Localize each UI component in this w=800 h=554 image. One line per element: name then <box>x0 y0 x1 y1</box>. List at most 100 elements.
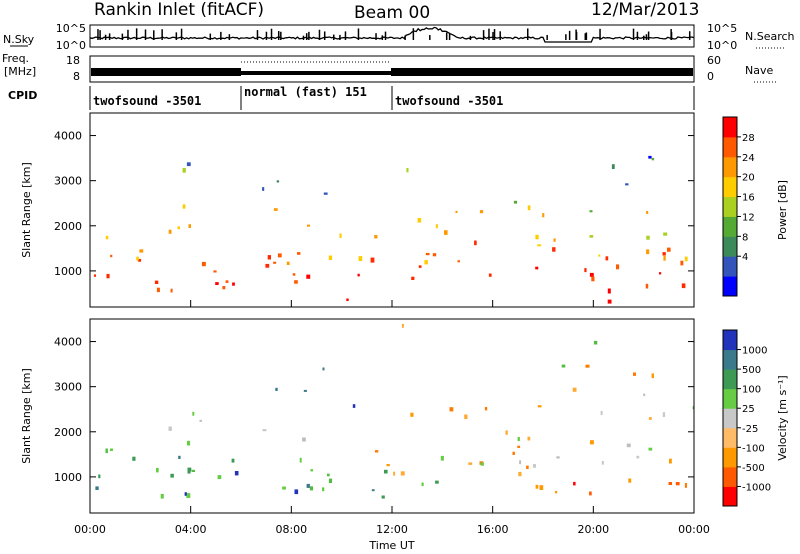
echo-cell <box>651 373 654 379</box>
colorbar-cell <box>723 117 737 138</box>
colorbar-tick-label: 20 <box>742 173 755 184</box>
echo-cell <box>648 155 652 159</box>
echo-cell <box>310 469 313 472</box>
velocity-colorbar-label: Velocity [m s⁻¹] <box>776 375 789 460</box>
echo-cell <box>435 224 438 229</box>
echo-cell <box>435 480 439 484</box>
echo-cell <box>552 247 556 252</box>
echo-cell <box>410 412 414 417</box>
x-tick-label: 16:00 <box>477 523 509 536</box>
echo-cell <box>371 489 375 492</box>
colorbar-cell <box>723 369 737 390</box>
colorbar-cell <box>723 349 737 370</box>
echo-cell <box>625 183 629 186</box>
echo-cell <box>626 443 631 448</box>
freq-panel-frame <box>89 55 695 83</box>
echo-cell <box>411 276 415 280</box>
echo-cell <box>297 252 301 255</box>
echo-cell <box>421 482 424 487</box>
colorbar-tick-label: -100 <box>742 443 765 454</box>
echo-cell <box>98 474 101 479</box>
echo-cell <box>357 273 360 277</box>
echo-cell <box>517 445 521 448</box>
colorbar-tick-label: 24 <box>742 153 755 164</box>
echo-cell <box>590 440 594 445</box>
y-tick-label: 4000 <box>54 336 82 349</box>
echo-cell <box>553 238 556 242</box>
echo-cell <box>93 274 96 277</box>
echo-cell <box>109 448 113 451</box>
y-tick-label: 2000 <box>54 426 82 439</box>
time-axis-label: Time UT <box>368 539 414 552</box>
cpid-label: CPID <box>8 89 37 102</box>
nave-tick-top: 60 <box>707 54 721 67</box>
velocity-panel-frame <box>89 318 695 514</box>
echo-cell <box>457 260 460 263</box>
colorbar-cell <box>723 447 737 468</box>
freq-band-2 <box>241 71 391 75</box>
echo-cell <box>160 493 164 499</box>
echo-cell <box>527 436 531 441</box>
colorbar-cell <box>723 176 737 198</box>
echo-cell <box>306 483 310 488</box>
echo-cell <box>381 495 385 499</box>
velocity-heatmap <box>95 323 694 499</box>
echo-cell <box>692 406 694 410</box>
echo-cell <box>156 287 160 293</box>
echo-cell <box>182 167 186 173</box>
echo-cell <box>170 288 173 293</box>
echo-cell <box>105 448 108 454</box>
echo-cell <box>648 447 653 451</box>
echo-cell <box>215 282 219 285</box>
nsky-trace <box>89 26 695 43</box>
echo-cell <box>282 486 286 490</box>
echo-cell <box>299 457 302 463</box>
echo-cell <box>401 323 404 328</box>
freq-band-1 <box>91 68 241 76</box>
freq-tick-top: 18 <box>66 54 80 67</box>
echo-cell <box>375 450 379 453</box>
echo-cell <box>168 229 172 234</box>
echo-cell <box>187 471 191 474</box>
echo-cell <box>213 270 217 273</box>
date-title: 12/Mar/2013 <box>591 0 699 20</box>
echo-cell <box>262 429 267 432</box>
echo-cell <box>432 253 437 257</box>
echo-cell <box>277 253 282 258</box>
echo-cell <box>191 469 195 472</box>
echo-cell <box>668 482 672 485</box>
echo-cell <box>232 282 235 286</box>
echo-cell <box>589 272 594 277</box>
echo-cell <box>352 404 356 408</box>
x-tick-label: 04:00 <box>175 523 207 536</box>
colorbar-cell <box>723 427 737 448</box>
echo-cell <box>178 455 181 459</box>
colorbar-cell <box>723 408 737 429</box>
echo-cell <box>95 486 99 490</box>
echo-cell <box>598 254 601 257</box>
nsearch-label: N.Search <box>745 30 795 43</box>
echo-cell <box>186 493 191 498</box>
echo-cell <box>294 280 298 284</box>
colorbar-cell <box>723 216 737 237</box>
echo-cell <box>480 462 484 466</box>
echo-cell <box>519 460 522 465</box>
y-tick-label: 3000 <box>54 175 82 188</box>
echo-cell <box>444 230 448 235</box>
echo-cell <box>425 252 430 256</box>
echo-cell <box>188 224 191 228</box>
velocity-axis: 1000 2000 3000 4000 <box>54 336 694 484</box>
beam-title: Beam 00 <box>354 3 430 23</box>
echo-cell <box>684 483 687 488</box>
echo-cell <box>136 256 139 261</box>
colorbar-tick-label: 100 <box>742 385 761 396</box>
x-tick-label: 20:00 <box>577 523 609 536</box>
freq-tick-bottom: 8 <box>73 70 80 83</box>
cpid-row: twofsound -3501 normal (fast) 151 twofsoun… <box>89 85 695 110</box>
echo-cell <box>591 276 595 282</box>
echo-cell <box>662 412 666 417</box>
echo-cell <box>663 255 666 261</box>
echo-cell <box>201 261 206 267</box>
echo-cell <box>645 283 649 289</box>
